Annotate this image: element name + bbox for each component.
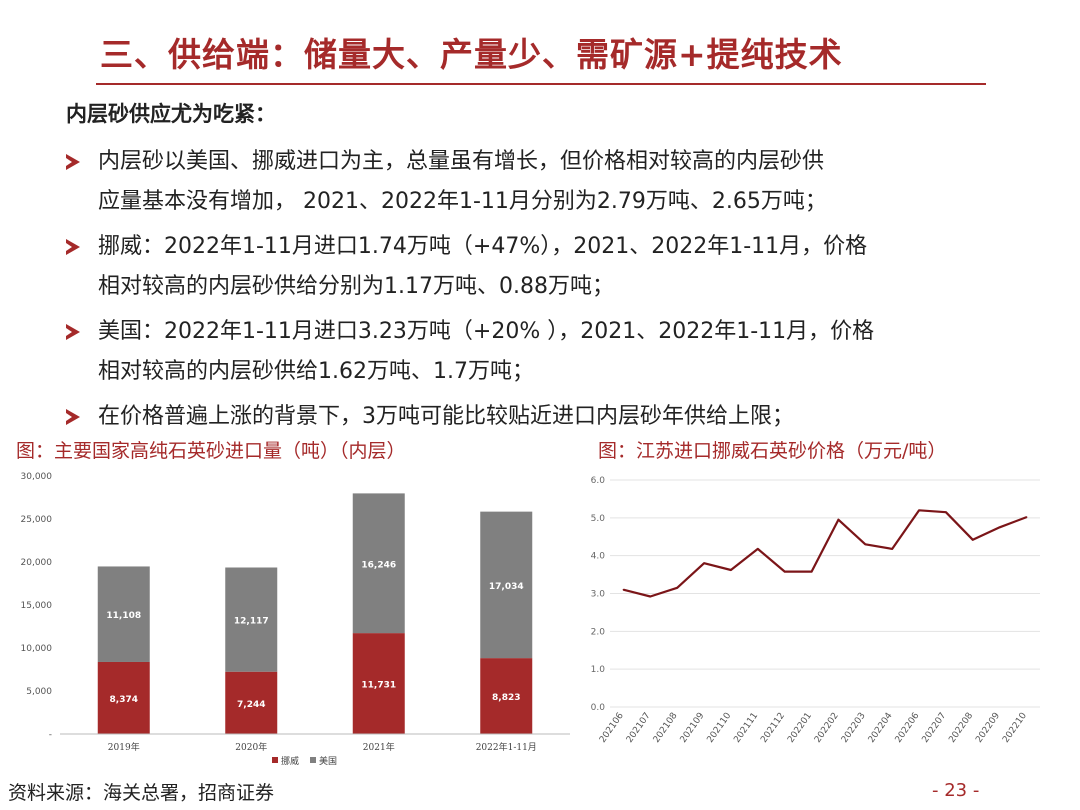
y-tick-label: 2.0: [591, 627, 606, 637]
bar-data-label: 17,034: [489, 582, 524, 592]
data-point: [676, 587, 678, 589]
y-tick-label: 4.0: [591, 552, 606, 562]
bar-data-label: 12,117: [234, 617, 269, 627]
x-tick-label: 2019年: [108, 741, 140, 753]
y-tick-label: 1.0: [591, 665, 606, 675]
bar-segment-norway: [352, 633, 405, 734]
bar-data-label: 7,244: [237, 700, 265, 710]
x-tick-label: 202203: [840, 711, 868, 745]
bullet-item-2: 挪威：2022年1-11月进口1.74万吨（+47%），2021、2022年1-…: [66, 227, 1016, 307]
arrow-bullet-icon: [66, 154, 80, 170]
y-tick-label: -: [49, 730, 52, 740]
x-tick-label: 202210: [1001, 711, 1029, 745]
data-point: [703, 562, 705, 565]
x-tick-label: 202202: [813, 711, 841, 745]
y-tick-label: 15,000: [21, 601, 53, 611]
x-tick-label: 202201: [786, 711, 814, 745]
bar-segment-usa: [97, 566, 150, 662]
y-tick-label: 3.0: [591, 590, 606, 600]
x-tick-label: 202110: [705, 711, 733, 745]
data-point: [837, 518, 840, 521]
data-point: [918, 509, 920, 512]
x-tick-label: 202206: [894, 711, 922, 745]
arrow-bullet-icon: [66, 239, 80, 255]
x-tick-label: 202108: [652, 711, 680, 745]
bullet-line: 美国：2022年1-11月进口3.23万吨（+20% ），2021、2022年1…: [98, 319, 875, 344]
data-point: [891, 548, 893, 550]
legend-swatch-norway: [272, 757, 278, 763]
y-tick-label: 20,000: [21, 558, 53, 568]
x-tick-label: 202204: [867, 711, 895, 745]
bar-data-label: 8,374: [110, 695, 138, 705]
legend-label: 美国: [319, 755, 337, 767]
data-point: [649, 595, 652, 598]
bullet-line: 挪威：2022年1-11月进口1.74万吨（+47%），2021、2022年1-…: [98, 234, 868, 259]
bullet-line: 应量基本没有增加， 2021、2022年1-11月分别为2.79万吨、2.65万…: [98, 189, 827, 214]
y-tick-label: 6.0: [591, 476, 606, 486]
x-tick-label: 202109: [679, 711, 707, 745]
bar-segment-usa: [480, 511, 533, 659]
legend-swatch-usa: [310, 757, 316, 763]
bullet-line: 相对较高的内层砂供给分别为1.17万吨、0.88万吨；: [98, 274, 614, 299]
x-tick-label: 202208: [947, 711, 975, 745]
bullet-line: 在价格普遍上涨的背景下，3万吨可能比较贴近进口内层砂年供给上限；: [98, 404, 794, 429]
y-tick-label: 25,000: [21, 515, 53, 525]
bar-segment-norway: [97, 661, 150, 734]
y-tick-label: 0.0: [591, 703, 606, 713]
bar-segment-usa: [352, 493, 405, 634]
x-tick-label: 202111: [732, 711, 760, 745]
slide-title: 三、供给端：储量大、产量少、需矿源+提纯技术: [100, 35, 843, 74]
data-point: [1025, 516, 1028, 518]
bullet-item-4: 在价格普遍上涨的背景下，3万吨可能比较贴近进口内层砂年供给上限；: [66, 397, 1016, 437]
page-number: - 23 -: [932, 780, 980, 801]
section-subtitle: 内层砂供应尤为吃紧：: [66, 102, 276, 126]
y-tick-label: 30,000: [21, 472, 53, 482]
bar-segment-norway: [480, 658, 533, 734]
x-tick-label: 2022年1-11月: [476, 741, 537, 753]
source-note: 资料来源：海关总署，招商证券: [8, 782, 275, 804]
bar-chart-caption: 图：主要国家高纯石英砂进口量（吨）（内层）: [16, 440, 406, 462]
y-tick-label: 5,000: [26, 687, 52, 697]
bar-data-label: 11,731: [361, 681, 396, 691]
price-line-chart: 0.01.02.03.04.05.06.02021062021072021082…: [591, 476, 1040, 745]
x-tick-label: 2021年: [363, 741, 395, 753]
bullet-list: 内层砂以美国、挪威进口为主，总量虽有增长，但价格相对较高的内层砂供 应量基本没有…: [66, 142, 1016, 442]
bar-data-label: 8,823: [492, 693, 520, 703]
legend-label: 挪威: [281, 755, 299, 767]
import-volume-bar-chart: - 5,000 10,000 15,000 20,000 25,000 30,000 8,37…: [21, 472, 570, 767]
data-point: [730, 569, 732, 571]
bullet-line: 相对较高的内层砂供给1.62万吨、1.7万吨；: [98, 359, 534, 384]
y-tick-label: 10,000: [21, 644, 53, 654]
bar-data-label: 11,108: [106, 611, 141, 621]
x-tick-label: 202207: [920, 711, 948, 745]
x-tick-label: 202107: [625, 711, 653, 745]
line-chart-caption: 图：江苏进口挪威石英砂价格（万元/吨）: [598, 440, 947, 462]
data-point: [783, 570, 786, 573]
x-tick-label: 202209: [974, 711, 1002, 745]
data-point: [810, 570, 813, 573]
data-point: [998, 526, 1001, 529]
bar-data-label: 16,246: [361, 560, 396, 570]
y-tick-label: 5.0: [591, 514, 606, 524]
x-tick-label: 202106: [598, 711, 626, 745]
title-divider: [96, 83, 986, 85]
bar-segment-usa: [225, 567, 278, 672]
data-point: [757, 548, 759, 550]
x-tick-label: 2020年: [235, 741, 267, 753]
price-series-line: [623, 509, 1027, 598]
bullet-item-3: 美国：2022年1-11月进口3.23万吨（+20% ），2021、2022年1…: [66, 312, 1016, 392]
data-point: [622, 588, 625, 591]
arrow-bullet-icon: [66, 409, 80, 425]
x-tick-label: 202112: [759, 711, 787, 745]
data-point: [945, 511, 947, 513]
arrow-bullet-icon: [66, 324, 80, 340]
bar-segment-norway: [225, 671, 278, 734]
data-point: [864, 543, 867, 546]
bullet-item-1: 内层砂以美国、挪威进口为主，总量虽有增长，但价格相对较高的内层砂供 应量基本没有…: [66, 142, 1016, 222]
data-point: [972, 538, 974, 541]
bullet-line: 内层砂以美国、挪威进口为主，总量虽有增长，但价格相对较高的内层砂供: [98, 149, 825, 174]
